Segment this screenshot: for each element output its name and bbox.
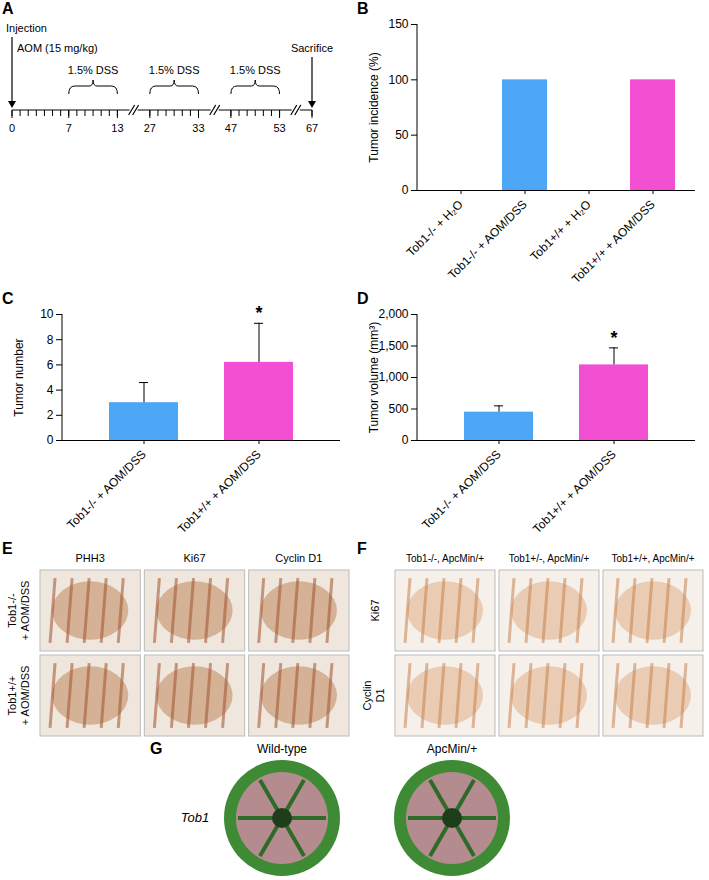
svg-text:2,000: 2,000 — [378, 307, 408, 321]
svg-text:Tob1+/+ + AOM/DSS: Tob1+/+ + AOM/DSS — [530, 447, 619, 536]
svg-text:Sacrifice: Sacrifice — [291, 42, 333, 54]
svg-text:Tob1+/++ AOM/DSS: Tob1+/++ AOM/DSS — [6, 666, 31, 726]
svg-text:ApcMin/+: ApcMin/+ — [427, 742, 477, 756]
html-text:E: E — [2, 540, 13, 557]
svg-text:Tob1+/+ + H₂O: Tob1+/+ + H₂O — [528, 197, 594, 263]
html-text:F: F — [357, 540, 367, 557]
svg-text:Tob1: Tob1 — [181, 810, 209, 825]
html-text:D: D — [357, 290, 369, 307]
html-text:B: B — [357, 0, 369, 17]
svg-text:Cyclin D1: Cyclin D1 — [275, 552, 322, 564]
svg-text:47: 47 — [225, 122, 237, 134]
svg-text:Ki67: Ki67 — [183, 552, 205, 564]
svg-text:1.5% DSS: 1.5% DSS — [230, 64, 281, 76]
svg-text:500: 500 — [388, 402, 408, 416]
html-text:C: C — [2, 290, 14, 307]
svg-text:150: 150 — [388, 17, 408, 31]
svg-text:Wild-type: Wild-type — [257, 742, 307, 756]
svg-text:Tob1+/+ + AOM/DSS: Tob1+/+ + AOM/DSS — [569, 197, 658, 286]
html-text:G: G — [150, 740, 163, 757]
svg-text:53: 53 — [273, 122, 285, 134]
svg-text:Tumor incidence (%): Tumor incidence (%) — [367, 52, 381, 162]
svg-text:0: 0 — [402, 183, 409, 197]
svg-text:67: 67 — [306, 122, 318, 134]
svg-text:Tob1-/- + AOM/DSS: Tob1-/- + AOM/DSS — [64, 447, 149, 532]
svg-text:Tob1-/- + AOM/DSS: Tob1-/- + AOM/DSS — [419, 447, 504, 532]
svg-text:0: 0 — [402, 433, 409, 447]
svg-text:1,500: 1,500 — [378, 339, 408, 353]
svg-text:Tob1-/- + H₂O: Tob1-/- + H₂O — [404, 197, 466, 259]
svg-text:2: 2 — [47, 408, 54, 422]
svg-text:CyclinD1: CyclinD1 — [361, 681, 386, 711]
svg-text:10: 10 — [40, 307, 54, 321]
svg-text:1,000: 1,000 — [378, 370, 408, 384]
svg-text:Tob1-/-+ AOM/DSS: Tob1-/-+ AOM/DSS — [6, 581, 31, 641]
svg-text:Tob1-/- + AOM/DSS: Tob1-/- + AOM/DSS — [445, 197, 530, 282]
svg-text:1.5% DSS: 1.5% DSS — [149, 64, 200, 76]
svg-text:4: 4 — [47, 383, 54, 397]
svg-text:Tumor volume (mm³): Tumor volume (mm³) — [367, 322, 381, 434]
svg-text:*: * — [255, 303, 262, 323]
svg-text:Tob1-/-, ApcMin/+: Tob1-/-, ApcMin/+ — [406, 553, 484, 564]
svg-text:7: 7 — [66, 122, 72, 134]
svg-text:50: 50 — [395, 128, 409, 142]
svg-text:0: 0 — [47, 433, 54, 447]
html-text:A: A — [2, 0, 14, 17]
svg-text:*: * — [610, 328, 617, 348]
svg-text:Tob1+/+, ApcMin/+: Tob1+/+, ApcMin/+ — [611, 553, 694, 564]
svg-text:PHH3: PHH3 — [75, 552, 104, 564]
svg-text:Ki67: Ki67 — [369, 599, 381, 621]
svg-text:27: 27 — [144, 122, 156, 134]
svg-text:8: 8 — [47, 333, 54, 347]
svg-text:6: 6 — [47, 358, 54, 372]
svg-text:Tumor number: Tumor number — [12, 338, 26, 416]
svg-text:100: 100 — [388, 73, 408, 87]
svg-text:13: 13 — [111, 122, 123, 134]
svg-text:AOM (15 mg/kg): AOM (15 mg/kg) — [17, 42, 98, 54]
svg-text:33: 33 — [192, 122, 204, 134]
svg-text:Tob1+/-, ApcMin/+: Tob1+/-, ApcMin/+ — [509, 553, 590, 564]
svg-text:Tob1+/+ + AOM/DSS: Tob1+/+ + AOM/DSS — [175, 447, 264, 536]
svg-text:Injection: Injection — [6, 22, 47, 34]
svg-text:1.5% DSS: 1.5% DSS — [68, 64, 119, 76]
svg-text:0: 0 — [9, 122, 15, 134]
